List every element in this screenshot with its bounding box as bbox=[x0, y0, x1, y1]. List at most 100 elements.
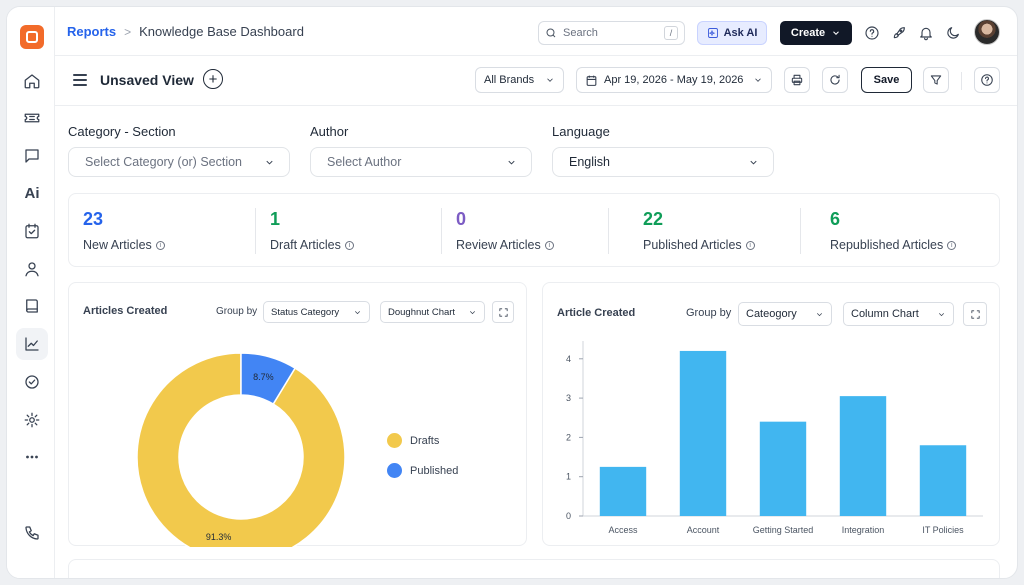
bar-account[interactable] bbox=[679, 350, 727, 516]
kpi-review-articles[interactable]: 0 Review Articles i bbox=[442, 194, 609, 266]
breadcrumb: Reports > Knowledge Base Dashboard bbox=[67, 24, 304, 39]
chevron-down-icon bbox=[833, 31, 839, 35]
check-circle-icon[interactable] bbox=[16, 366, 48, 398]
calendar-icon bbox=[586, 75, 597, 86]
kpi-new-articles[interactable]: 23 New Articles i bbox=[69, 194, 256, 266]
chart-type-dropdown[interactable]: Column Chart bbox=[843, 302, 954, 326]
chart-type-dropdown[interactable]: Doughnut Chart bbox=[380, 301, 485, 323]
save-button[interactable]: Save bbox=[861, 67, 912, 93]
donut-slice-drafts[interactable] bbox=[136, 352, 346, 547]
author-label: Author bbox=[310, 124, 349, 139]
contacts-icon[interactable] bbox=[16, 253, 48, 285]
expand-icon bbox=[498, 307, 508, 317]
help-button[interactable] bbox=[974, 67, 1000, 93]
top-bar: Reports > Knowledge Base Dashboard Searc… bbox=[55, 7, 1017, 56]
bar-integration[interactable] bbox=[839, 396, 887, 516]
breadcrumb-reports-link[interactable]: Reports bbox=[67, 24, 117, 39]
dark-mode-icon[interactable] bbox=[943, 23, 963, 43]
chevron-down-icon bbox=[755, 78, 761, 82]
kpi-label: Review Articles i bbox=[456, 238, 554, 252]
app-window: Ai Reports > Knowledge Bas bbox=[6, 6, 1018, 579]
info-icon[interactable]: i bbox=[344, 240, 354, 250]
expand-button[interactable] bbox=[963, 302, 987, 326]
language-value: English bbox=[569, 155, 610, 169]
expand-button[interactable] bbox=[492, 301, 514, 323]
chevron-down-icon bbox=[469, 310, 476, 314]
breadcrumb-current: Knowledge Base Dashboard bbox=[139, 24, 304, 39]
legend-item-published[interactable]: Published bbox=[387, 463, 458, 478]
sidebar: Ai bbox=[7, 7, 55, 578]
group-by-dropdown[interactable]: Status Category bbox=[263, 301, 370, 323]
search-shortcut: / bbox=[664, 26, 678, 40]
language-select[interactable]: English bbox=[552, 147, 774, 177]
brand-filter-dropdown[interactable]: All Brands bbox=[475, 67, 564, 93]
article-created-card: Article Created Group by Cateogory Colum… bbox=[542, 282, 1000, 546]
group-by-value: Cateogory bbox=[746, 308, 797, 320]
date-range-picker[interactable]: Apr 19, 2026 - May 19, 2026 bbox=[576, 67, 772, 93]
add-view-icon[interactable]: + bbox=[203, 69, 223, 89]
home-icon[interactable] bbox=[16, 65, 48, 97]
kpi-label: New Articles i bbox=[83, 238, 165, 252]
info-icon[interactable]: i bbox=[947, 240, 957, 250]
divider bbox=[608, 208, 609, 254]
chevron-down-icon bbox=[816, 312, 823, 316]
chevron-down-icon bbox=[266, 160, 273, 165]
category-label: Category - Section bbox=[68, 124, 176, 139]
view-header: Unsaved View + All Brands Apr 19, 2026 -… bbox=[55, 56, 1017, 106]
notification-bell-icon[interactable] bbox=[916, 23, 936, 43]
brand-filter-value: All Brands bbox=[484, 74, 535, 86]
articles-created-card: Articles Created Group by Status Categor… bbox=[68, 282, 527, 547]
task-icon[interactable] bbox=[16, 215, 48, 247]
donut-slice-published[interactable] bbox=[240, 352, 297, 406]
kpi-label: Published Articles i bbox=[643, 238, 755, 252]
info-icon[interactable]: i bbox=[745, 240, 755, 250]
avatar[interactable] bbox=[974, 19, 1000, 45]
chevron-down-icon bbox=[938, 312, 945, 316]
settings-icon[interactable] bbox=[16, 404, 48, 436]
kpi-published-articles[interactable]: 22 Published Articles i bbox=[629, 194, 800, 266]
group-by-dropdown[interactable]: Cateogory bbox=[738, 302, 832, 326]
info-icon[interactable]: i bbox=[544, 240, 554, 250]
divider bbox=[441, 208, 442, 254]
author-select[interactable]: Select Author bbox=[310, 147, 532, 177]
more-icon[interactable] bbox=[16, 441, 48, 473]
create-button[interactable]: Create bbox=[780, 21, 852, 45]
help-icon[interactable] bbox=[862, 23, 882, 43]
kpi-label-text: New Articles bbox=[83, 238, 152, 252]
chevron-down-icon bbox=[508, 160, 515, 165]
x-tick-label: IT Policies bbox=[922, 525, 964, 535]
kpi-republished-articles[interactable]: 6 Republished Articles i bbox=[816, 194, 1000, 266]
info-icon[interactable]: i bbox=[155, 240, 165, 250]
legend-item-drafts[interactable]: Drafts bbox=[387, 433, 439, 448]
bar-access[interactable] bbox=[599, 466, 647, 516]
legend-label: Published bbox=[410, 464, 459, 477]
chat-icon[interactable] bbox=[16, 140, 48, 172]
kpi-label: Draft Articles i bbox=[270, 238, 354, 252]
filter-button[interactable] bbox=[923, 67, 949, 93]
divider bbox=[800, 208, 801, 254]
language-label: Language bbox=[552, 124, 610, 139]
knowledge-base-icon[interactable] bbox=[16, 290, 48, 322]
bar-it-policies[interactable] bbox=[919, 445, 967, 516]
bar-getting-started[interactable] bbox=[759, 421, 807, 516]
menu-icon[interactable] bbox=[73, 74, 87, 86]
chevron-down-icon bbox=[750, 160, 757, 165]
ticket-icon[interactable] bbox=[16, 102, 48, 134]
kpi-draft-articles[interactable]: 1 Draft Articles i bbox=[256, 194, 442, 266]
phone-icon[interactable] bbox=[16, 517, 48, 549]
category-select[interactable]: Select Category (or) Section bbox=[68, 147, 290, 177]
app-logo[interactable] bbox=[20, 25, 44, 49]
reports-icon[interactable] bbox=[16, 328, 48, 360]
chevron-down-icon bbox=[354, 310, 361, 314]
ask-ai-label: Ask AI bbox=[723, 27, 758, 39]
refresh-icon bbox=[830, 74, 840, 85]
refresh-button[interactable] bbox=[822, 67, 848, 93]
rocket-icon[interactable] bbox=[889, 23, 909, 43]
search-input[interactable]: Search / bbox=[538, 21, 685, 45]
chart-type-value: Doughnut Chart bbox=[388, 306, 456, 318]
category-placeholder: Select Category (or) Section bbox=[85, 155, 243, 169]
y-tick-label: 0 bbox=[566, 511, 571, 521]
ask-ai-button[interactable]: Ask AI bbox=[697, 21, 767, 45]
ai-icon[interactable]: Ai bbox=[16, 177, 48, 209]
print-button[interactable] bbox=[784, 67, 810, 93]
